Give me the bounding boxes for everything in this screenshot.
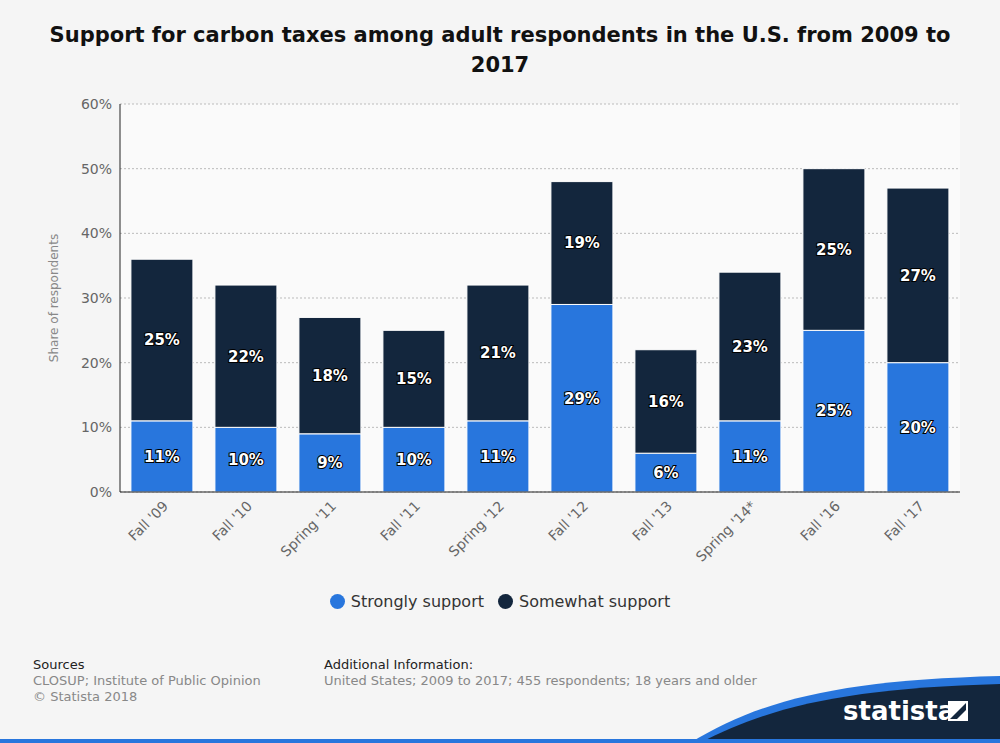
svg-text:11%: 11% (480, 448, 516, 466)
svg-text:20%: 20% (900, 419, 936, 437)
svg-text:25%: 25% (816, 241, 852, 259)
svg-text:Fall '09: Fall '09 (125, 498, 171, 544)
svg-text:19%: 19% (564, 234, 600, 252)
svg-text:11%: 11% (144, 448, 180, 466)
svg-text:11%: 11% (732, 448, 768, 466)
svg-text:27%: 27% (900, 267, 936, 285)
html-text:Sources: Sources (33, 657, 85, 672)
svg-text:29%: 29% (564, 390, 600, 408)
html-text:© Statista 2018: © Statista 2018 (33, 689, 138, 704)
svg-text:Spring '12: Spring '12 (445, 498, 507, 560)
html-text:Support for carbon taxes among: Support for carbon taxes among adult res… (49, 23, 951, 77)
svg-text:23%: 23% (732, 338, 768, 356)
svg-text:25%: 25% (816, 402, 852, 420)
svg-text:Fall '12: Fall '12 (545, 498, 591, 544)
html-text:Strongly support: Strongly support (350, 592, 484, 611)
svg-text:10%: 10% (81, 419, 112, 435)
svg-text:25%: 25% (144, 331, 180, 349)
svg-text:Spring '11: Spring '11 (277, 498, 339, 560)
html-text:Additional Information:: Additional Information: (324, 657, 473, 672)
svg-text:Fall '17: Fall '17 (881, 498, 927, 544)
svg-text:18%: 18% (312, 367, 348, 385)
svg-text:16%: 16% (648, 393, 684, 411)
svg-text:Share of respondents: Share of respondents (47, 234, 61, 362)
html-text:CLOSUP; Institute of Public Op: CLOSUP; Institute of Public Opinion (33, 673, 261, 688)
svg-text:40%: 40% (81, 225, 112, 241)
svg-text:Fall '16: Fall '16 (797, 498, 843, 544)
svg-text:10%: 10% (228, 451, 264, 469)
svg-text:60%: 60% (81, 96, 112, 112)
html-text:Somewhat support: Somewhat support (519, 592, 671, 611)
svg-text:10%: 10% (396, 451, 432, 469)
svg-text:Fall '13: Fall '13 (629, 498, 675, 544)
svg-text:22%: 22% (228, 348, 264, 366)
svg-text:Spring '14*: Spring '14* (692, 498, 759, 565)
svg-text:9%: 9% (317, 454, 342, 472)
html-text:United States; 2009 to 2017; 4: United States; 2009 to 2017; 455 respond… (324, 673, 757, 688)
svg-text:6%: 6% (653, 464, 678, 482)
svg-text:Fall '10: Fall '10 (209, 498, 255, 544)
svg-text:Fall '11: Fall '11 (377, 498, 423, 544)
svg-text:30%: 30% (81, 290, 112, 306)
svg-text:50%: 50% (81, 161, 112, 177)
svg-text:statista: statista (843, 696, 955, 726)
svg-text:20%: 20% (81, 355, 112, 371)
svg-text:21%: 21% (480, 344, 516, 362)
svg-text:0%: 0% (90, 484, 112, 500)
svg-text:15%: 15% (396, 370, 432, 388)
